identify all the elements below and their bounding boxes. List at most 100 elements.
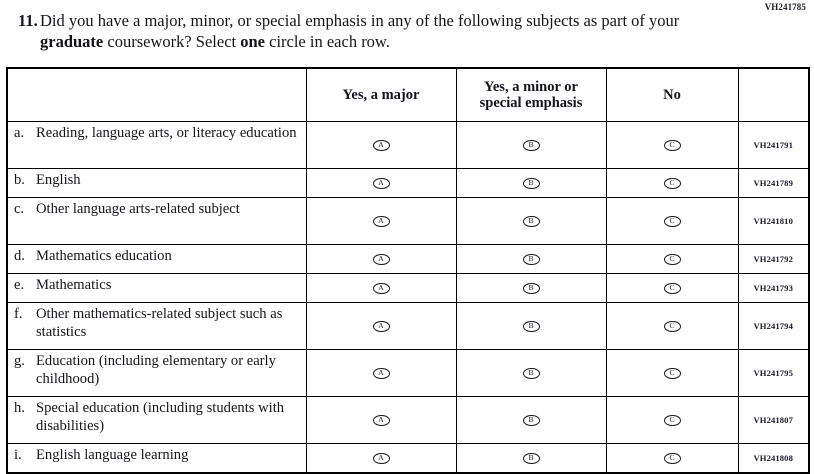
answer-option-cell[interactable]: A bbox=[305, 273, 457, 303]
bubble-letter: B bbox=[528, 178, 534, 188]
answer-option-cell[interactable]: B bbox=[455, 302, 607, 350]
bubble-letter: A bbox=[378, 368, 384, 378]
question-bold-one: one bbox=[240, 32, 265, 51]
answer-option-cell[interactable]: A bbox=[305, 396, 457, 444]
bubble-letter: B bbox=[528, 368, 534, 378]
row-item-code: VH241793 bbox=[737, 273, 810, 303]
answer-bubble-c[interactable]: C bbox=[663, 253, 681, 266]
table-row: g. Education (including elementary or ear… bbox=[6, 349, 810, 397]
answer-option-cell[interactable]: A bbox=[305, 244, 457, 274]
answer-bubble-b[interactable]: B bbox=[522, 452, 540, 465]
answer-option-cell[interactable]: C bbox=[605, 168, 739, 198]
answer-bubble-b[interactable]: B bbox=[522, 177, 540, 190]
answer-bubble-b[interactable]: B bbox=[522, 367, 540, 380]
answer-option-cell[interactable]: B bbox=[455, 273, 607, 303]
question-block: 11. Did you have a major, minor, or spec… bbox=[10, 10, 740, 52]
answer-bubble-b[interactable]: B bbox=[522, 320, 540, 333]
answer-bubble-c[interactable]: C bbox=[663, 452, 681, 465]
row-label-text: Special education (including students wi… bbox=[36, 400, 285, 434]
answer-bubble-a[interactable]: A bbox=[372, 177, 390, 190]
answer-option-cell[interactable]: A bbox=[305, 349, 457, 397]
bubble-letter: A bbox=[378, 216, 384, 226]
bubble-letter: C bbox=[669, 254, 675, 264]
survey-table-wrapper: Yes, a major Yes, a minor or special emp… bbox=[6, 67, 810, 474]
bubble-letter: A bbox=[378, 140, 384, 150]
bubble-letter: A bbox=[378, 453, 384, 463]
answer-bubble-a[interactable]: A bbox=[372, 320, 390, 333]
row-label-cell: i. English language learning bbox=[6, 443, 307, 474]
table-row: a. Reading, language arts, or literacy ed… bbox=[6, 121, 810, 169]
answer-option-cell[interactable]: A bbox=[305, 443, 457, 474]
answer-bubble-c[interactable]: C bbox=[663, 320, 681, 333]
answer-bubble-b[interactable]: B bbox=[522, 414, 540, 427]
table-header: Yes, a major Yes, a minor or special emp… bbox=[6, 67, 810, 122]
row-item-code: VH241808 bbox=[737, 443, 810, 474]
answer-bubble-a[interactable]: A bbox=[372, 215, 390, 228]
bubble-letter: B bbox=[528, 321, 534, 331]
answer-bubble-a[interactable]: A bbox=[372, 282, 390, 295]
row-letter: i. bbox=[14, 447, 22, 463]
answer-option-cell[interactable]: C bbox=[605, 349, 739, 397]
row-label-text: Other language arts-related subject bbox=[36, 201, 240, 217]
answer-bubble-b[interactable]: B bbox=[522, 282, 540, 295]
question-text-part3: circle in each row. bbox=[265, 32, 390, 51]
answer-option-cell[interactable]: B bbox=[455, 443, 607, 474]
row-label-text: Education (including elementary or early… bbox=[36, 353, 276, 387]
answer-bubble-a[interactable]: A bbox=[372, 139, 390, 152]
answer-option-cell[interactable]: C bbox=[605, 396, 739, 444]
bubble-letter: A bbox=[378, 415, 384, 425]
row-letter: h. bbox=[14, 400, 25, 416]
answer-bubble-c[interactable]: C bbox=[663, 177, 681, 190]
row-label-inner: i. English language learning bbox=[14, 446, 302, 464]
answer-option-cell[interactable]: C bbox=[605, 244, 739, 274]
row-label-inner: f. Other mathematics-related subject such… bbox=[14, 305, 302, 341]
answer-bubble-c[interactable]: C bbox=[663, 414, 681, 427]
header-code-column bbox=[737, 68, 810, 122]
bubble-letter: A bbox=[378, 321, 384, 331]
form-code-top: VH241785 bbox=[764, 2, 806, 12]
table-row: h. Special education (including students … bbox=[6, 396, 810, 444]
answer-bubble-c[interactable]: C bbox=[663, 367, 681, 380]
answer-bubble-c[interactable]: C bbox=[663, 139, 681, 152]
bubble-letter: B bbox=[528, 415, 534, 425]
answer-option-cell[interactable]: C bbox=[605, 443, 739, 474]
answer-option-cell[interactable]: C bbox=[605, 302, 739, 350]
answer-option-cell[interactable]: A bbox=[305, 168, 457, 198]
answer-bubble-a[interactable]: A bbox=[372, 414, 390, 427]
answer-bubble-c[interactable]: C bbox=[663, 215, 681, 228]
answer-bubble-b[interactable]: B bbox=[522, 139, 540, 152]
row-letter: d. bbox=[14, 248, 25, 264]
answer-option-cell[interactable]: A bbox=[305, 121, 457, 169]
answer-option-cell[interactable]: A bbox=[305, 302, 457, 350]
header-label-column bbox=[6, 67, 307, 122]
row-label-inner: e. Mathematics bbox=[14, 276, 302, 294]
answer-option-cell[interactable]: B bbox=[455, 197, 607, 245]
row-label-inner: a. Reading, language arts, or literacy ed… bbox=[14, 124, 302, 142]
header-yes-minor-line1: Yes, a minor or bbox=[484, 79, 578, 95]
answer-bubble-b[interactable]: B bbox=[522, 253, 540, 266]
answer-option-cell[interactable]: B bbox=[455, 168, 607, 198]
answer-option-cell[interactable]: A bbox=[305, 197, 457, 245]
header-row: Yes, a major Yes, a minor or special emp… bbox=[6, 67, 810, 122]
survey-table: Yes, a major Yes, a minor or special emp… bbox=[6, 67, 810, 474]
answer-option-cell[interactable]: B bbox=[455, 121, 607, 169]
row-letter: a. bbox=[14, 125, 25, 141]
row-item-code: VH241807 bbox=[737, 396, 810, 444]
row-item-code: VH241810 bbox=[737, 197, 810, 245]
row-label-cell: e. Mathematics bbox=[6, 273, 307, 303]
row-letter: e. bbox=[14, 277, 25, 293]
answer-option-cell[interactable]: B bbox=[455, 396, 607, 444]
answer-bubble-a[interactable]: A bbox=[372, 367, 390, 380]
answer-option-cell[interactable]: C bbox=[605, 121, 739, 169]
answer-option-cell[interactable]: C bbox=[605, 197, 739, 245]
question-number: 11. bbox=[18, 11, 38, 30]
answer-bubble-a[interactable]: A bbox=[372, 253, 390, 266]
answer-option-cell[interactable]: B bbox=[455, 349, 607, 397]
answer-option-cell[interactable]: B bbox=[455, 244, 607, 274]
answer-bubble-c[interactable]: C bbox=[663, 282, 681, 295]
row-item-code: VH241791 bbox=[737, 121, 810, 169]
question-text-part2: coursework? Select bbox=[103, 32, 241, 51]
answer-bubble-b[interactable]: B bbox=[522, 215, 540, 228]
answer-option-cell[interactable]: C bbox=[605, 273, 739, 303]
answer-bubble-a[interactable]: A bbox=[372, 452, 390, 465]
